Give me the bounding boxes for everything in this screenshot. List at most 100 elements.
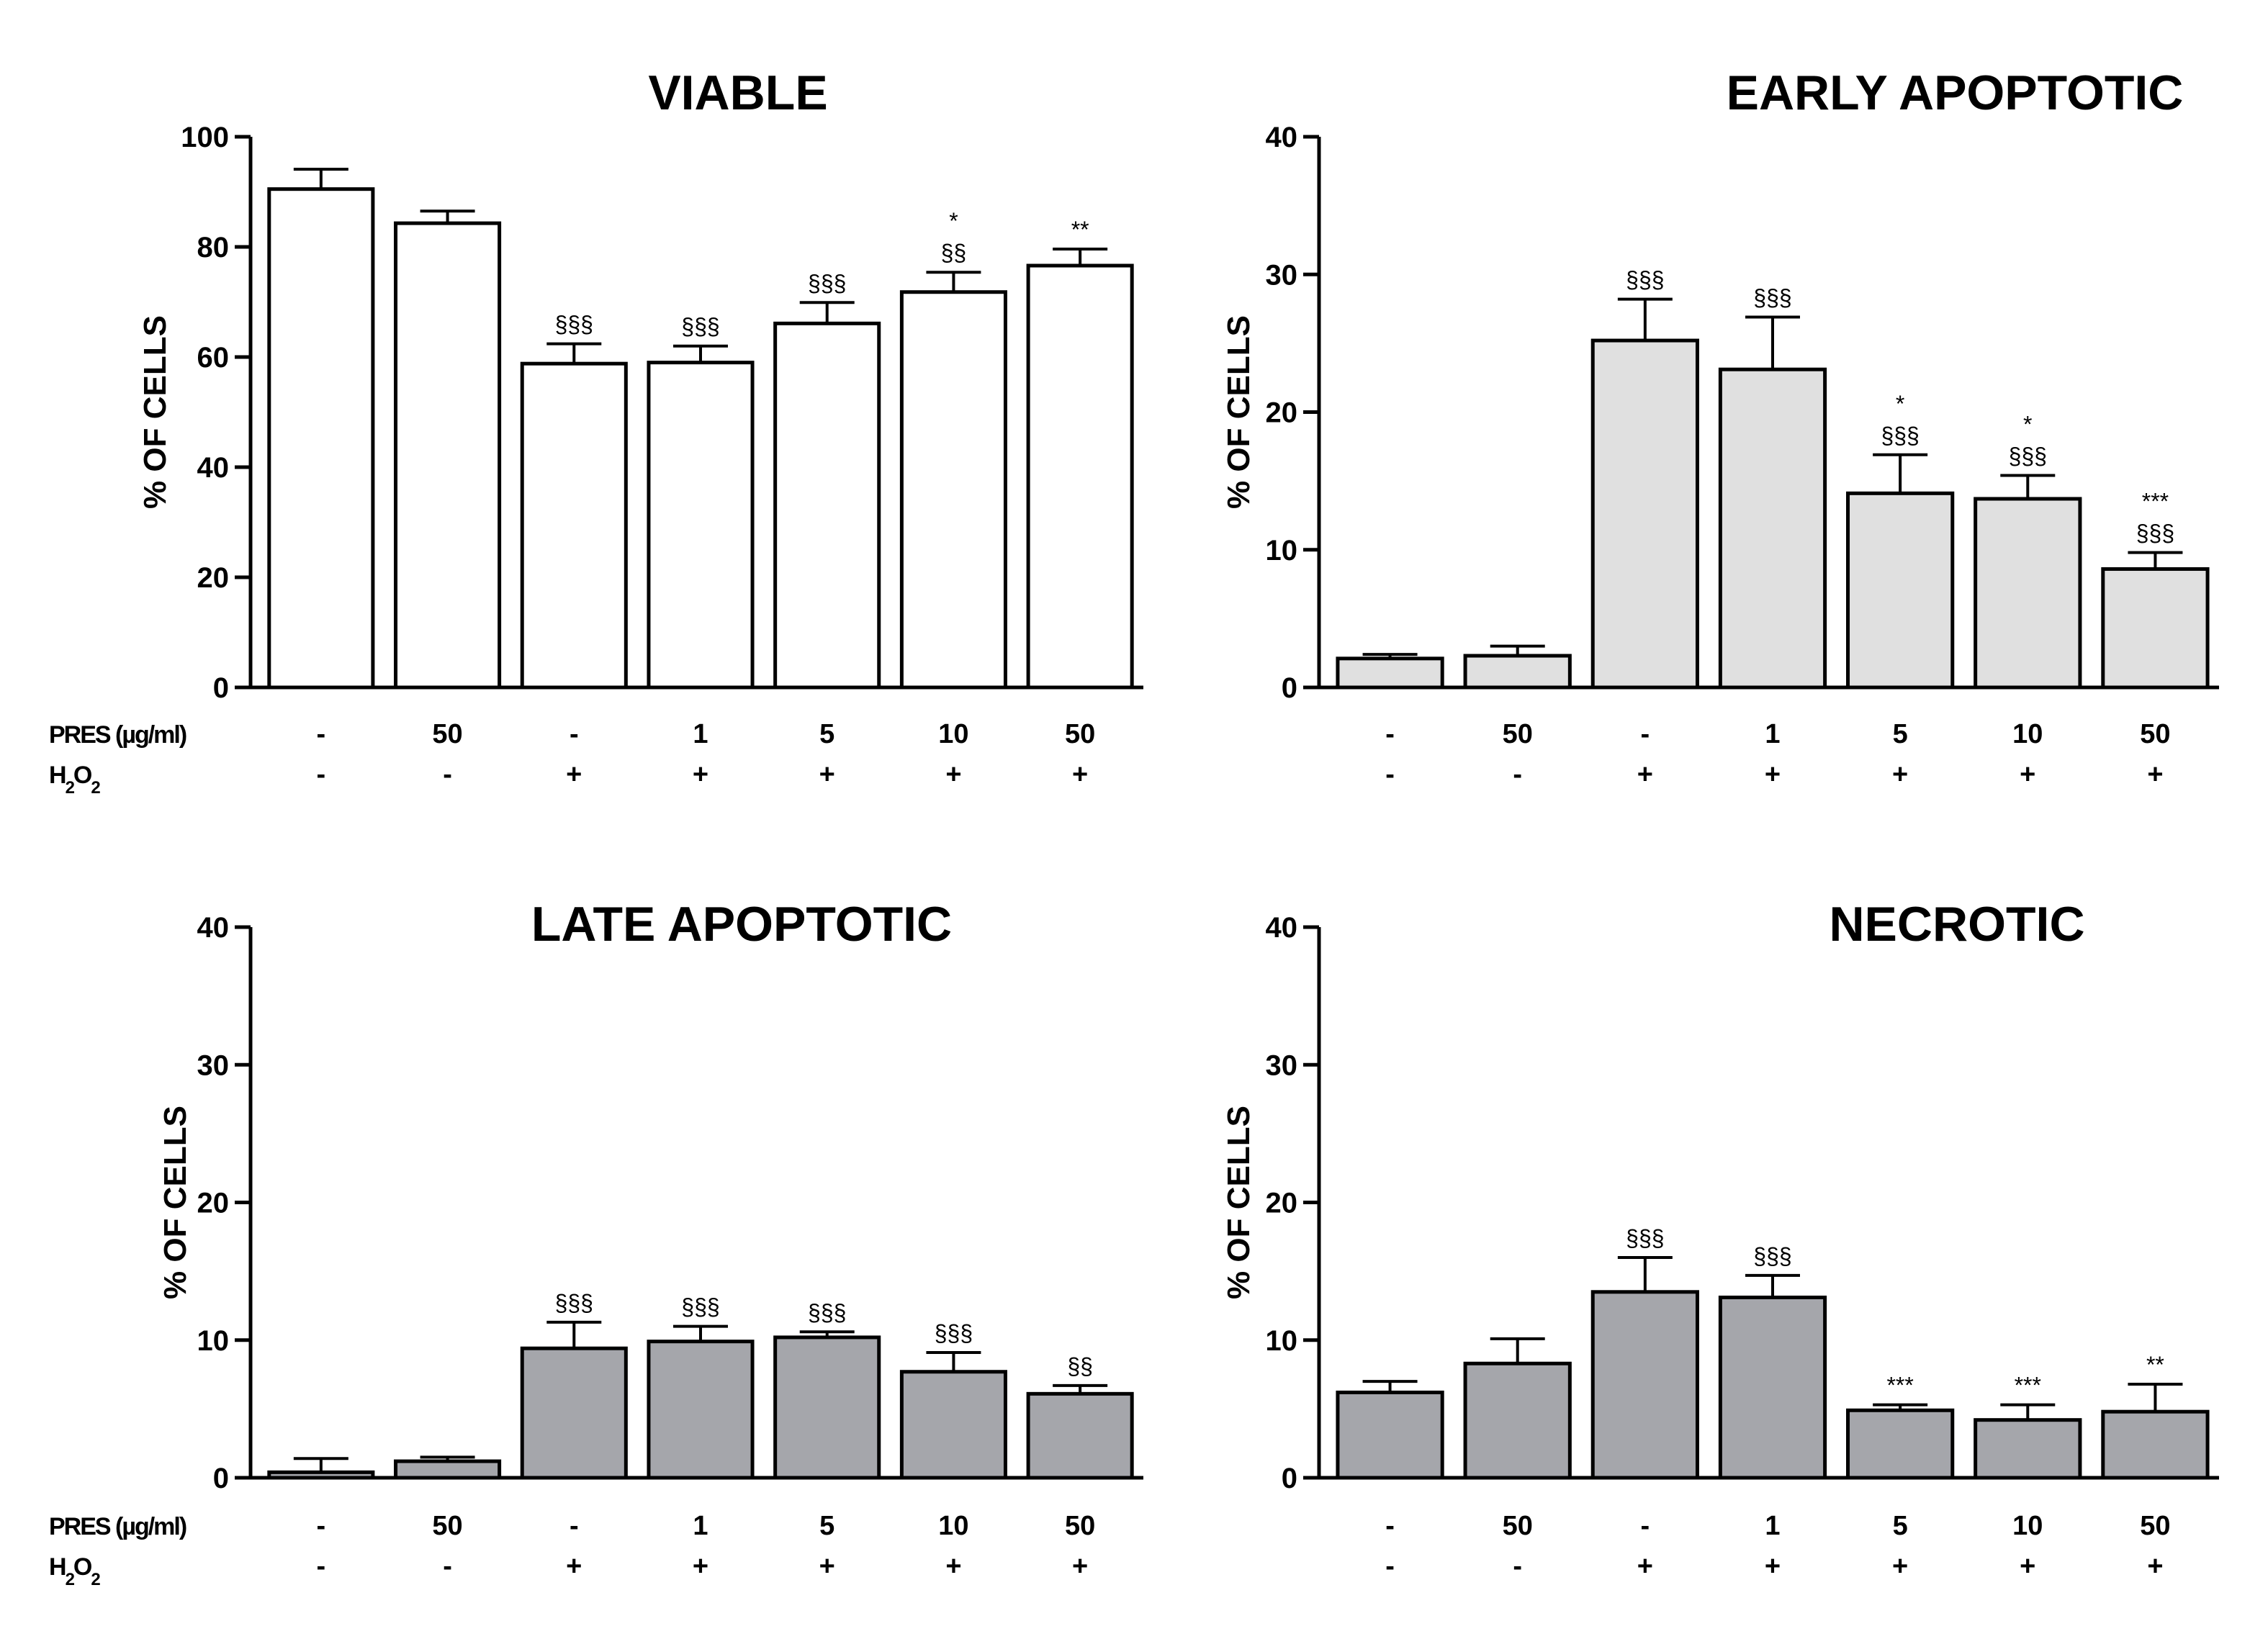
h2o2-value-label: + xyxy=(1892,759,1908,790)
bar xyxy=(520,361,628,690)
significance-label: §§§ xyxy=(2136,520,2174,546)
h2o2-value-label: + xyxy=(1892,1551,1908,1581)
significance-label: ** xyxy=(2146,1352,2164,1378)
pres-value-label: 1 xyxy=(693,719,708,749)
pres-value-label: - xyxy=(570,1511,579,1541)
significance-label: §§ xyxy=(1067,1353,1093,1379)
significance-label: *** xyxy=(2015,1373,2041,1399)
pres-value-label: 50 xyxy=(432,719,462,749)
h2o2-row-label: H2O2 xyxy=(49,762,100,798)
pres-value-label: 10 xyxy=(938,1511,968,1541)
bar xyxy=(1590,1290,1699,1480)
y-tick-label: 20 xyxy=(1266,1188,1298,1219)
subscript: 2 xyxy=(91,778,100,798)
h2o2-value-label: - xyxy=(1513,1551,1522,1581)
formula-part: H xyxy=(49,762,66,789)
bar xyxy=(899,1370,1007,1480)
pres-value-label: 5 xyxy=(1893,719,1908,749)
y-tick-label: 30 xyxy=(1266,259,1298,291)
bar xyxy=(1846,1408,1955,1480)
significance-label: §§§ xyxy=(681,314,719,340)
significance-label: *** xyxy=(2142,489,2169,515)
h2o2-value-label: + xyxy=(945,759,961,790)
formula-part: O xyxy=(73,762,92,789)
subscript: 2 xyxy=(66,1570,75,1589)
bar xyxy=(1336,656,1444,690)
bar xyxy=(267,187,375,690)
significance-label: §§§ xyxy=(1881,423,1919,448)
h2o2-value-label: - xyxy=(1385,1551,1395,1581)
significance-label: §§§ xyxy=(2009,443,2047,469)
y-tick-label: 40 xyxy=(1266,912,1298,944)
h2o2-value-label: + xyxy=(1072,1551,1088,1581)
pres-value-label: 10 xyxy=(2012,1511,2043,1541)
significance-label: §§§ xyxy=(555,312,593,338)
y-tick-label: 20 xyxy=(1266,397,1298,429)
y-tick-label: 30 xyxy=(197,1049,230,1081)
bar xyxy=(1026,1391,1134,1480)
bar xyxy=(1718,367,1827,690)
h2o2-value-label: + xyxy=(1765,1551,1781,1581)
pres-value-label: 1 xyxy=(1765,719,1780,749)
bar xyxy=(520,1346,628,1480)
chart-viable: VIABLE 0 20 40 60 80 100 % OF CELLS - - 50 - §§§ - + §§… xyxy=(49,66,1143,798)
h2o2-value-label: + xyxy=(819,759,835,790)
pres-value-label: - xyxy=(1385,1511,1395,1541)
significance-label: §§§ xyxy=(1626,1225,1664,1251)
y-tick-label: 10 xyxy=(197,1325,230,1357)
bar xyxy=(1463,1361,1572,1480)
y-tick-label: 0 xyxy=(213,1463,229,1494)
h2o2-value-label: + xyxy=(1765,759,1781,790)
pres-value-label: 50 xyxy=(2140,719,2170,749)
y-axis-label: % OF CELLS xyxy=(1221,1106,1256,1299)
bar xyxy=(899,290,1007,690)
y-tick-label: 10 xyxy=(1266,535,1298,566)
y-tick-label: 40 xyxy=(197,912,230,944)
y-axis-label: % OF CELLS xyxy=(158,1106,193,1299)
chart-title: NECROTIC xyxy=(1829,897,2084,952)
bar xyxy=(1718,1295,1827,1480)
bar xyxy=(1463,654,1572,690)
significance-label: §§§ xyxy=(1753,285,1791,311)
significance-label: * xyxy=(1896,391,1904,417)
significance-label: §§§ xyxy=(1626,267,1664,293)
significance-label: §§§ xyxy=(1753,1243,1791,1269)
pres-value-label: - xyxy=(1641,1511,1650,1541)
pres-value-label: 50 xyxy=(1503,719,1533,749)
significance-label: §§ xyxy=(941,240,967,266)
bar xyxy=(1590,338,1699,690)
chart-late: LATE APOPTOTIC 0 10 20 30 40 % OF CELLS - - 50 - §§… xyxy=(49,897,1143,1589)
bar xyxy=(394,1459,502,1480)
h2o2-row-label: H2O2 xyxy=(49,1553,100,1589)
h2o2-value-label: + xyxy=(1637,759,1653,790)
pres-value-label: - xyxy=(317,719,326,749)
h2o2-value-label: + xyxy=(693,1551,708,1581)
y-tick-label: 0 xyxy=(1282,672,1297,704)
significance-label: * xyxy=(949,208,958,234)
pres-value-label: 50 xyxy=(1503,1511,1533,1541)
h2o2-value-label: - xyxy=(443,759,452,790)
pres-value-label: 50 xyxy=(1065,1511,1095,1541)
bar xyxy=(267,1470,375,1480)
bar xyxy=(394,221,502,690)
formula-part: H xyxy=(49,1553,66,1581)
chart-title: LATE APOPTOTIC xyxy=(531,897,952,952)
h2o2-value-label: + xyxy=(2147,759,2163,790)
subscript: 2 xyxy=(91,1570,100,1589)
significance-label: §§§ xyxy=(808,1299,846,1325)
pres-row-label: PRES (µg/ml) xyxy=(49,1513,186,1540)
y-tick-label: 60 xyxy=(197,342,230,374)
significance-label: §§§ xyxy=(555,1290,593,1316)
chart-title: VIABLE xyxy=(648,66,827,120)
pres-value-label: 5 xyxy=(819,1511,834,1541)
y-tick-label: 10 xyxy=(1266,1325,1298,1357)
significance-label: * xyxy=(2023,411,2032,437)
pres-value-label: 50 xyxy=(1065,719,1095,749)
subscript: 2 xyxy=(66,778,75,798)
y-tick-label: 100 xyxy=(181,122,229,153)
significance-label: *** xyxy=(1886,1373,1913,1399)
h2o2-value-label: + xyxy=(2020,759,2035,790)
pres-value-label: 50 xyxy=(432,1511,462,1541)
formula-part: O xyxy=(73,1553,92,1581)
